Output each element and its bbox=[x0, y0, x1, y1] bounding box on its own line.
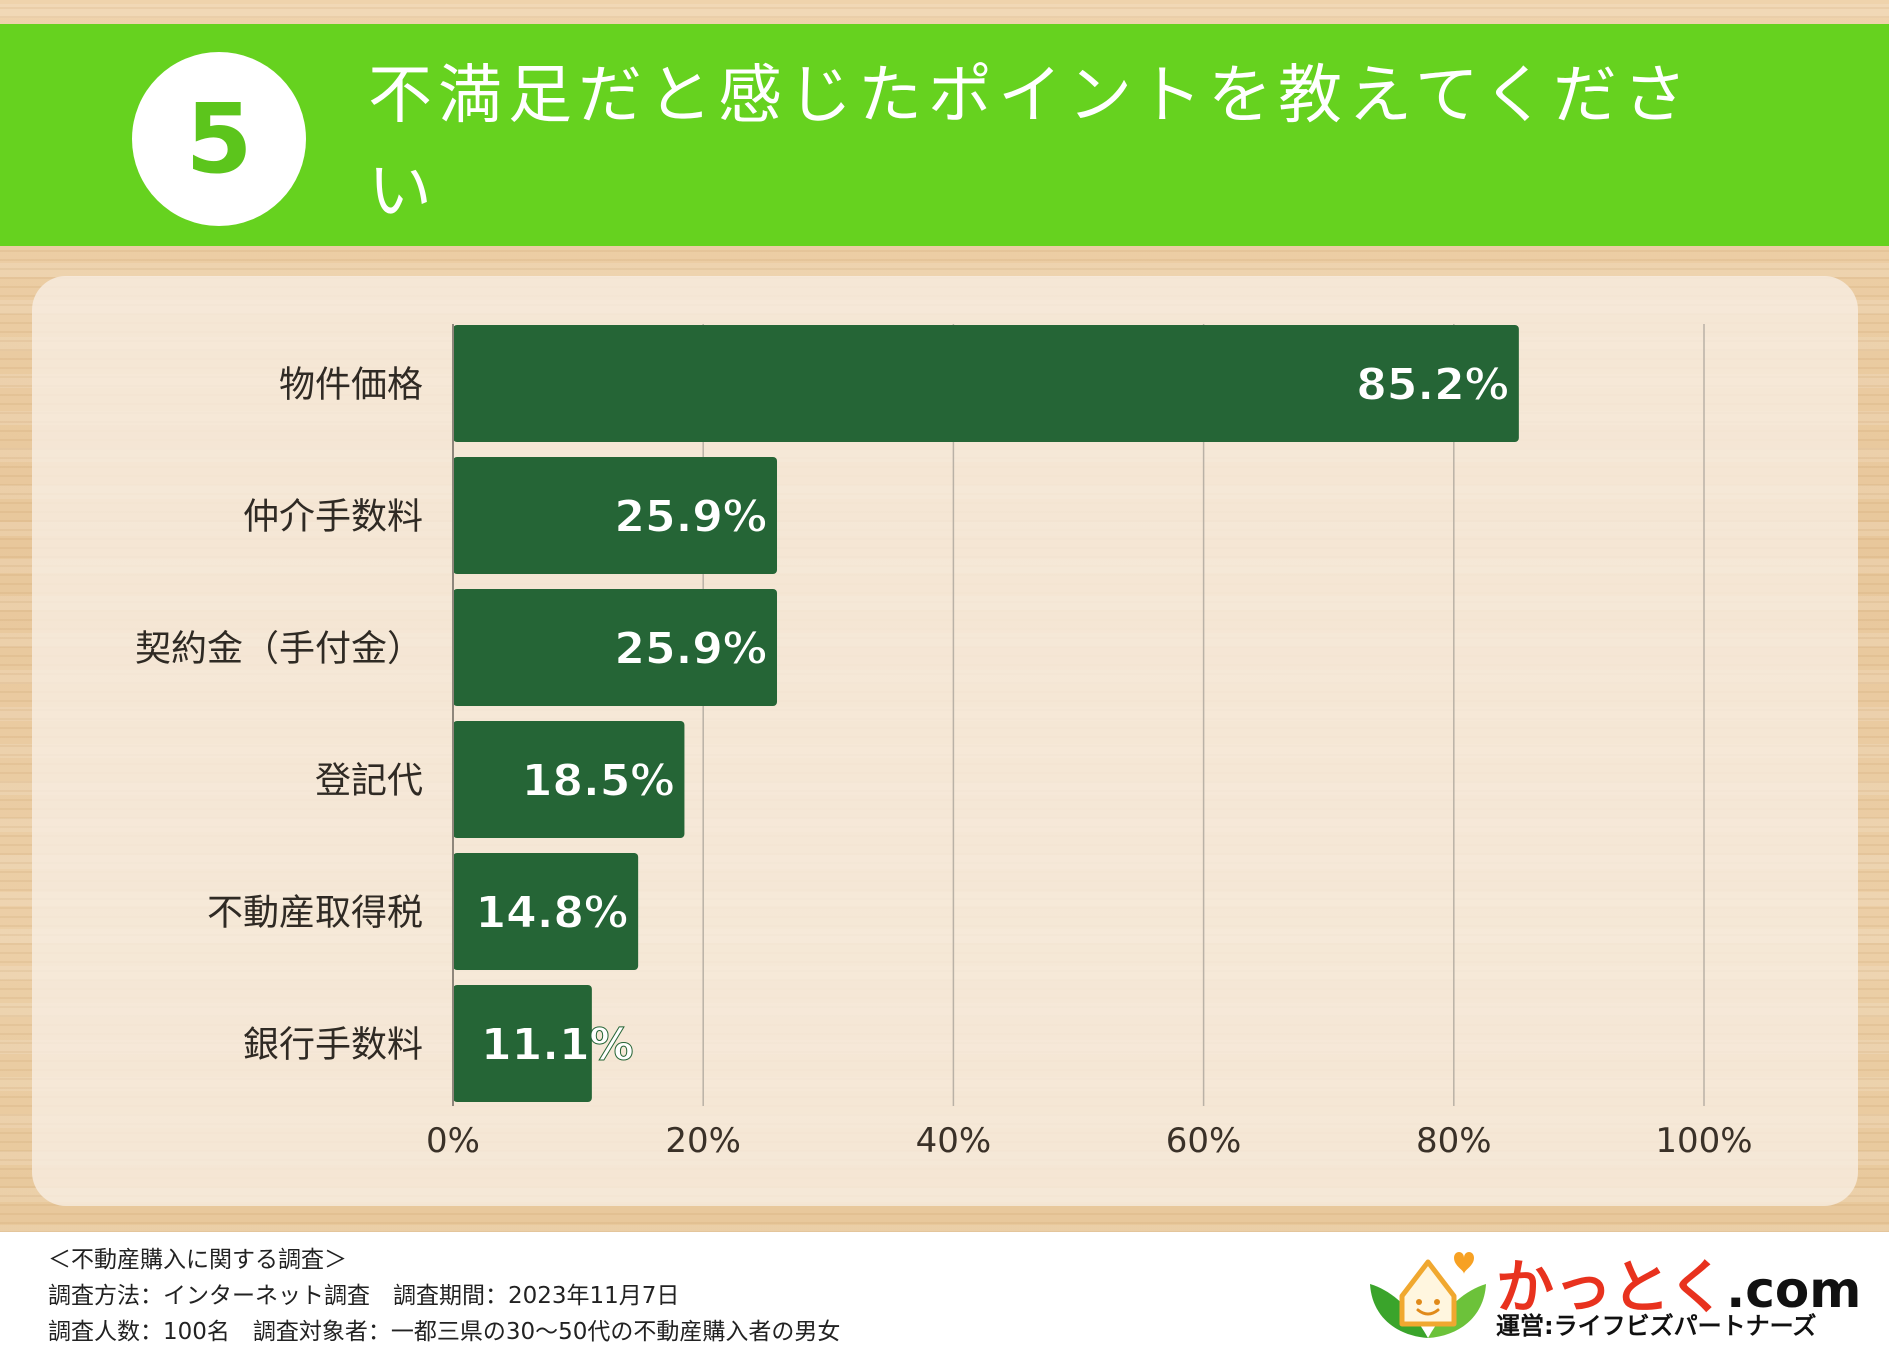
value-label-3: 25.9% bbox=[614, 624, 767, 675]
x-tick-label-60: 60% bbox=[1166, 1121, 1242, 1161]
survey-target: 調査人数：100名 調査対象者：一都三県の30〜50代の不動産購入者の男女 bbox=[48, 1319, 841, 1345]
value-label-5: 14.8% bbox=[475, 888, 628, 939]
survey-name: ＜不動産購入に関する調査＞ bbox=[48, 1247, 347, 1273]
footer bbox=[0, 1232, 1889, 1350]
question-header: 5 不満足だと感じたポイントを教えてください bbox=[0, 24, 1889, 246]
category-label-5: 不動産取得税 bbox=[207, 893, 423, 934]
bar-chart: 物件価格 85.2% 仲介手数料 25.9% 契約金（手付金） 25.9% 登記代 18.5%… bbox=[135, 324, 1753, 1161]
value-label-6: 11.1% bbox=[481, 1020, 634, 1071]
bar-6 bbox=[453, 985, 592, 1102]
value-label-4: 18.5% bbox=[522, 756, 675, 807]
question-number-badge: 5 bbox=[132, 52, 306, 226]
logo-wordmark: かっとく.com bbox=[1496, 1240, 1861, 1324]
page-title: 不満足だと感じたポイントを教えてください bbox=[368, 59, 1693, 229]
x-tick-label-20: 20% bbox=[665, 1121, 741, 1161]
wood-background-top bbox=[0, 0, 1889, 24]
bar-4 bbox=[453, 721, 685, 838]
bar-1 bbox=[453, 325, 1519, 442]
logo-name: かっとく bbox=[1496, 1253, 1727, 1321]
category-label-6: 銀行手数料 bbox=[243, 1025, 423, 1066]
x-tick-label-100: 100% bbox=[1655, 1121, 1752, 1161]
category-label-1: 物件価格 bbox=[279, 365, 423, 406]
x-tick-label-80: 80% bbox=[1416, 1121, 1492, 1161]
logo-operator: 運営:ライフビズパートナーズ bbox=[1496, 1312, 1817, 1340]
bar-3 bbox=[453, 589, 778, 706]
category-label-4: 登記代 bbox=[315, 761, 423, 802]
survey-method: 調査方法：インターネット調査 調査期間：2023年11月7日 bbox=[48, 1283, 680, 1309]
category-label-2: 仲介手数料 bbox=[243, 497, 423, 538]
value-label-1: 85.2% bbox=[1356, 360, 1509, 411]
x-tick-label-40: 40% bbox=[916, 1121, 992, 1161]
house-leaf-icon bbox=[1370, 1252, 1486, 1338]
bar-5 bbox=[453, 853, 639, 970]
question-number: 5 bbox=[185, 83, 253, 195]
bar-2 bbox=[453, 457, 778, 574]
logo-suffix: .com bbox=[1726, 1261, 1862, 1319]
x-tick-label-0: 0% bbox=[426, 1121, 480, 1161]
chart-panel: 物件価格 85.2% 仲介手数料 25.9% 契約金（手付金） 25.9% 登記代 18.5%… bbox=[32, 276, 1858, 1206]
category-label-3: 契約金（手付金） bbox=[135, 629, 423, 670]
value-label-2: 25.9% bbox=[614, 492, 767, 543]
